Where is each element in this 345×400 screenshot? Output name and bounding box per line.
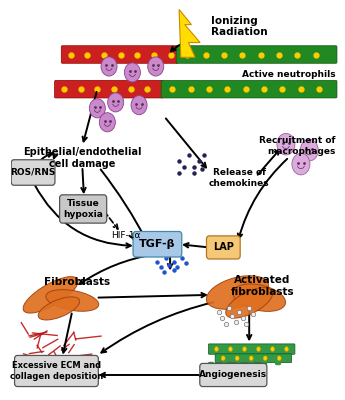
Text: Angiogenesis: Angiogenesis (199, 370, 267, 380)
Text: Ionizing
Radiation: Ionizing Radiation (211, 16, 267, 38)
Circle shape (243, 347, 247, 352)
Circle shape (257, 347, 260, 352)
Ellipse shape (23, 277, 78, 313)
FancyBboxPatch shape (215, 354, 292, 363)
Ellipse shape (206, 276, 269, 309)
Ellipse shape (46, 290, 99, 311)
FancyBboxPatch shape (55, 80, 163, 98)
FancyBboxPatch shape (176, 46, 337, 63)
FancyBboxPatch shape (14, 356, 98, 386)
Polygon shape (179, 10, 200, 57)
Ellipse shape (233, 284, 286, 311)
Text: TGF-β: TGF-β (139, 239, 176, 249)
Circle shape (124, 63, 140, 82)
Circle shape (277, 356, 281, 361)
Circle shape (148, 57, 164, 76)
FancyBboxPatch shape (161, 80, 337, 98)
Circle shape (101, 57, 117, 76)
Ellipse shape (226, 288, 273, 318)
Circle shape (285, 347, 288, 352)
Circle shape (89, 99, 105, 118)
FancyBboxPatch shape (11, 160, 55, 185)
Circle shape (108, 93, 124, 112)
Ellipse shape (38, 297, 80, 320)
Circle shape (270, 347, 275, 352)
Text: Tissue
hypoxia: Tissue hypoxia (63, 199, 103, 219)
Circle shape (300, 140, 318, 161)
Circle shape (292, 153, 310, 175)
FancyBboxPatch shape (200, 364, 267, 386)
Text: Active neutrophils: Active neutrophils (242, 70, 336, 79)
Circle shape (235, 356, 239, 361)
Circle shape (215, 347, 218, 352)
Text: ROS/RNS: ROS/RNS (10, 168, 56, 177)
Circle shape (131, 96, 147, 115)
FancyBboxPatch shape (208, 344, 295, 354)
Circle shape (99, 113, 115, 132)
Text: Recruitment of
macrophages: Recruitment of macrophages (259, 136, 336, 156)
Text: LAP: LAP (213, 242, 234, 252)
Circle shape (228, 347, 233, 352)
FancyBboxPatch shape (60, 195, 107, 223)
Text: HIF-1α: HIF-1α (111, 231, 140, 240)
Circle shape (277, 134, 295, 155)
Circle shape (263, 356, 267, 361)
Circle shape (221, 356, 225, 361)
Text: Activated
fibroblasts: Activated fibroblasts (231, 275, 294, 296)
Text: Epithelial/endothelial
cell damage: Epithelial/endothelial cell damage (23, 147, 141, 169)
FancyBboxPatch shape (61, 46, 178, 63)
Circle shape (249, 356, 253, 361)
FancyBboxPatch shape (133, 232, 182, 257)
Text: Excessive ECM and
collagen deposition: Excessive ECM and collagen deposition (10, 361, 103, 381)
Text: Fibroblasts: Fibroblasts (44, 277, 110, 287)
FancyBboxPatch shape (206, 236, 240, 259)
Text: Release of
chemokines: Release of chemokines (209, 168, 269, 188)
